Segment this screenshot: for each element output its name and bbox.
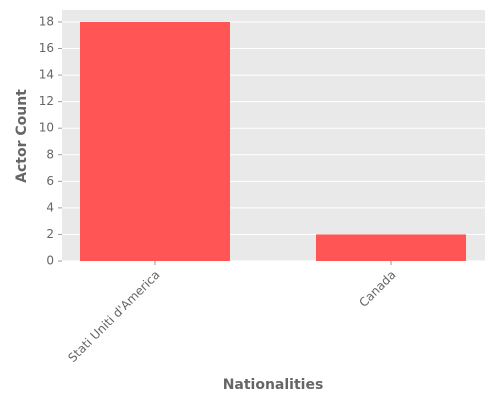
x-tick-label: Stati Uniti d'America	[65, 268, 162, 365]
y-tick-label: 16	[39, 41, 54, 55]
x-axis-title: Nationalities	[223, 377, 324, 393]
y-tick-label: 14	[39, 68, 54, 82]
y-tick-label: 12	[39, 94, 54, 108]
x-tick-label: Canada	[356, 268, 398, 310]
y-axis-title: Actor Count	[14, 89, 30, 183]
bar	[316, 234, 466, 261]
y-tick-label: 18	[39, 14, 54, 28]
y-tick-label: 6	[46, 174, 54, 188]
y-tick-label: 2	[46, 227, 54, 241]
y-tick-label: 8	[46, 147, 54, 161]
y-tick-label: 0	[46, 254, 54, 268]
y-tick-label: 4	[46, 200, 54, 214]
bar	[80, 21, 230, 262]
y-tick-label: 10	[39, 121, 54, 135]
